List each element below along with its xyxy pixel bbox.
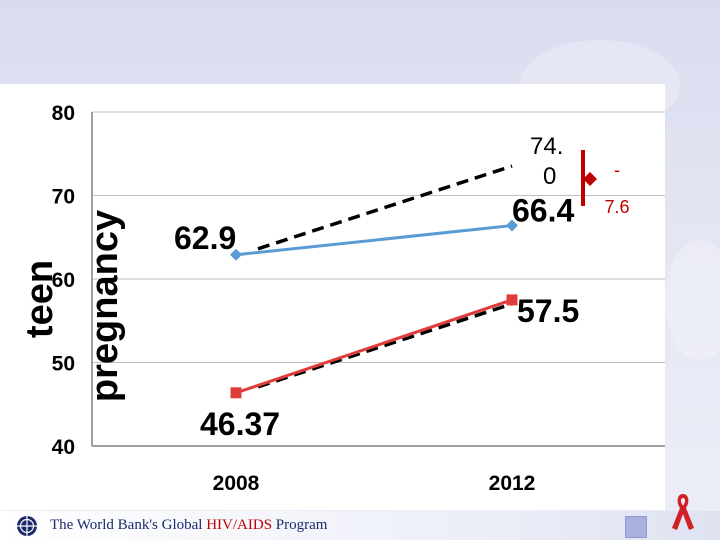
footer-title-prefix: The World Bank's Global bbox=[50, 517, 207, 533]
y-axis-label-line: teen bbox=[19, 260, 61, 338]
y-tick-label: 40 bbox=[52, 436, 75, 459]
data-label: 62.9 bbox=[174, 220, 236, 256]
background-decoration bbox=[665, 240, 720, 360]
series-line bbox=[235, 298, 513, 395]
footer-title-suffix: Program bbox=[272, 517, 328, 533]
footer-square-decoration bbox=[625, 516, 647, 538]
data-label: 46.37 bbox=[200, 406, 280, 442]
x-tick-label: 2008 bbox=[213, 472, 260, 495]
red-ribbon-icon bbox=[672, 494, 694, 530]
data-point bbox=[506, 219, 518, 232]
line-chart: 40 50 60 70 80 2008 2012 62.9 66.4 46.37 57.5 74… bbox=[19, 102, 665, 495]
gap-value-label: 7.6 bbox=[604, 197, 629, 217]
chart-panel: 40 50 60 70 80 2008 2012 62.9 66.4 46.37 57.5 74… bbox=[0, 84, 665, 510]
series-lines bbox=[230, 219, 518, 399]
x-tick-label: 2012 bbox=[489, 472, 536, 495]
y-tick-label: 50 bbox=[52, 353, 75, 376]
projection-lines bbox=[257, 164, 513, 389]
footer-title: The World Bank's Global HIV/AIDS Program bbox=[50, 517, 327, 534]
y-tick-label: 60 bbox=[52, 269, 75, 292]
footer-title-highlight: HIV/AIDS bbox=[206, 517, 273, 533]
projection-line bbox=[257, 164, 513, 251]
data-point bbox=[230, 248, 242, 261]
gap-bracket-marker bbox=[583, 172, 597, 186]
data-point bbox=[506, 294, 518, 306]
target-value-label: 74. bbox=[530, 133, 563, 160]
y-tick-label: 70 bbox=[52, 186, 75, 209]
data-labels: 62.9 66.4 46.37 57.5 bbox=[174, 193, 579, 442]
world-bank-globe-icon bbox=[17, 516, 37, 536]
gridlines bbox=[92, 111, 665, 447]
y-tick-labels: 40 50 60 70 80 bbox=[52, 102, 75, 459]
y-tick-label: 80 bbox=[52, 102, 75, 125]
y-axis-label-line: pregnancy bbox=[84, 210, 126, 402]
target-value-label: 0 bbox=[543, 163, 556, 190]
x-tick-labels: 2008 2012 bbox=[213, 472, 536, 495]
gap-sign-label: - bbox=[614, 160, 620, 180]
footer-bar: The World Bank's Global HIV/AIDS Program bbox=[0, 511, 720, 540]
annotations: 74. 0 - 7.6 bbox=[530, 133, 630, 217]
data-label: 66.4 bbox=[512, 193, 574, 229]
axes bbox=[91, 112, 665, 447]
data-label: 57.5 bbox=[517, 293, 579, 329]
y-axis-label: teen pregnancy bbox=[19, 210, 126, 402]
data-point bbox=[230, 387, 242, 399]
series-line bbox=[235, 224, 513, 257]
projection-line bbox=[257, 302, 513, 389]
